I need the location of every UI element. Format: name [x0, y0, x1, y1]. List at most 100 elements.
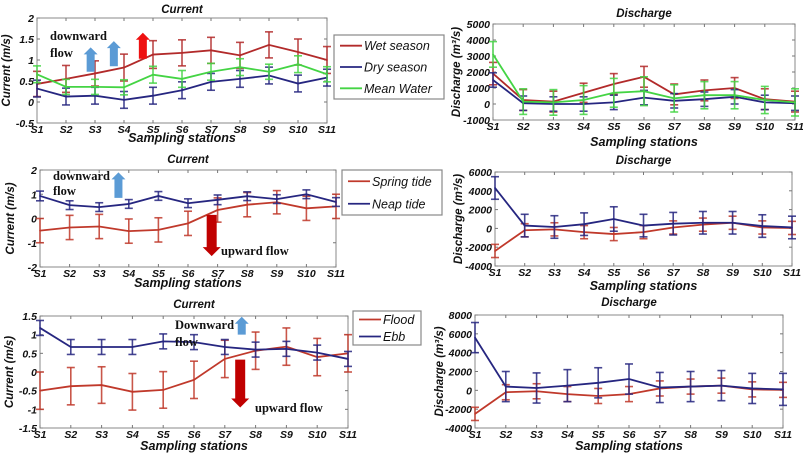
data-point: [131, 390, 134, 393]
legend-label: Neap tide: [372, 197, 426, 211]
data-point: [689, 385, 692, 388]
data-point: [347, 358, 349, 360]
chart-title: Current: [161, 4, 204, 16]
y-tick-label: -4000: [445, 423, 472, 435]
data-point: [326, 59, 328, 61]
data-point: [720, 384, 723, 387]
x-tick-label: S11: [339, 429, 357, 441]
y-tick-label: 1: [31, 330, 37, 342]
x-tick-label: S2: [60, 124, 73, 136]
y-tick-label: 4000: [468, 186, 493, 198]
data-point: [703, 94, 706, 96]
data-point: [474, 413, 476, 415]
data-point: [643, 90, 645, 92]
data-point: [123, 99, 125, 101]
y-axis-label: Current (m/s): [4, 336, 16, 408]
data-point: [70, 385, 72, 387]
x-axis-label: Sampling stations: [128, 131, 236, 145]
chart-title: Discharge: [616, 8, 672, 20]
legend-label: Flood: [383, 313, 415, 327]
data-point: [305, 193, 308, 196]
data-point: [65, 95, 67, 98]
x-tick-label: S1: [34, 268, 47, 280]
y-axis-label: Discharge (m³/s): [434, 326, 446, 416]
data-point: [157, 195, 160, 197]
y-tick-label: -1: [28, 238, 37, 250]
y-axis-label: Discharge (m³/s): [453, 174, 465, 264]
x-tick-label: S3: [548, 267, 561, 279]
data-point: [210, 49, 212, 52]
data-point: [216, 209, 219, 211]
data-point: [239, 66, 241, 68]
data-point: [100, 384, 103, 386]
y-tick-label: 6000: [469, 167, 493, 179]
data-point: [733, 94, 736, 96]
data-point: [94, 94, 96, 97]
data-point: [276, 198, 278, 200]
arrow-up-icon: [83, 47, 98, 72]
data-point: [553, 226, 556, 228]
y-tick-label: -0.5: [19, 386, 37, 398]
data-point: [162, 389, 164, 391]
data-point: [673, 97, 675, 100]
y-tick-label: -2000: [465, 242, 492, 254]
chart-title: Current: [167, 154, 210, 166]
x-tick-label: S3: [530, 429, 543, 441]
data-point: [123, 66, 125, 69]
x-tick-label: S11: [774, 429, 792, 441]
x-tick-label: S7: [667, 267, 681, 279]
x-tick-label: S9: [280, 429, 293, 441]
x-tick-label: S4: [122, 268, 135, 280]
y-tick-label: 1: [31, 189, 37, 201]
annotation-flow: flow: [50, 46, 73, 60]
x-tick-label: S8: [696, 267, 709, 279]
chart-current_tide: -2 -1 0 1 2 S1 S2 S3 S4 S5 S6 S7 S8 S9 S10 S11 Current Sa…: [5, 154, 443, 290]
y-tick-label: 0: [486, 223, 492, 235]
data-point: [764, 99, 766, 101]
y-tick-label: 1.5: [22, 311, 37, 323]
data-point: [162, 340, 164, 343]
data-point: [152, 73, 154, 76]
data-point: [659, 386, 661, 389]
series-ebb: [36, 319, 352, 368]
annotation-downward: downward: [53, 169, 110, 183]
data-point: [761, 225, 764, 227]
y-tick-label: -2: [28, 262, 37, 274]
data-point: [68, 204, 71, 206]
x-tick-label: S7: [205, 124, 219, 136]
x-tick-label: S3: [93, 268, 106, 280]
data-point: [791, 226, 793, 229]
annotation-upward-flow: upward flow: [255, 401, 323, 415]
legend-box: [352, 310, 422, 346]
data-point: [613, 233, 615, 235]
data-point: [297, 63, 299, 65]
x-tick-label: S5: [157, 429, 170, 441]
legend-label: Spring tide: [372, 175, 432, 189]
x-tick-label: S2: [518, 267, 531, 279]
x-tick-label: S7: [211, 268, 225, 280]
x-tick-label: S4: [118, 124, 131, 136]
data-point: [492, 79, 494, 81]
y-tick-label: 2: [27, 13, 34, 25]
data-point: [297, 82, 299, 85]
data-point: [335, 201, 337, 203]
data-point: [672, 222, 674, 225]
x-tick-label: S1: [487, 121, 500, 133]
y-tick-label: 0: [484, 99, 490, 111]
x-tick-label: S5: [147, 124, 160, 136]
data-point: [39, 229, 41, 232]
data-point: [131, 346, 134, 348]
x-tick-label: S6: [637, 267, 650, 279]
x-tick-label: S4: [561, 429, 574, 441]
x-tick-label: S5: [607, 121, 620, 133]
y-tick-label: 2: [30, 165, 37, 177]
x-tick-label: S9: [728, 121, 741, 133]
x-tick-label: S10: [308, 429, 327, 441]
x-tick-label: S6: [176, 124, 189, 136]
legend: Flood Ebb: [352, 310, 422, 346]
y-tick-label: -1: [28, 404, 37, 416]
y-tick-label: 8000: [449, 310, 473, 322]
arrow-up-icon: [234, 316, 249, 335]
